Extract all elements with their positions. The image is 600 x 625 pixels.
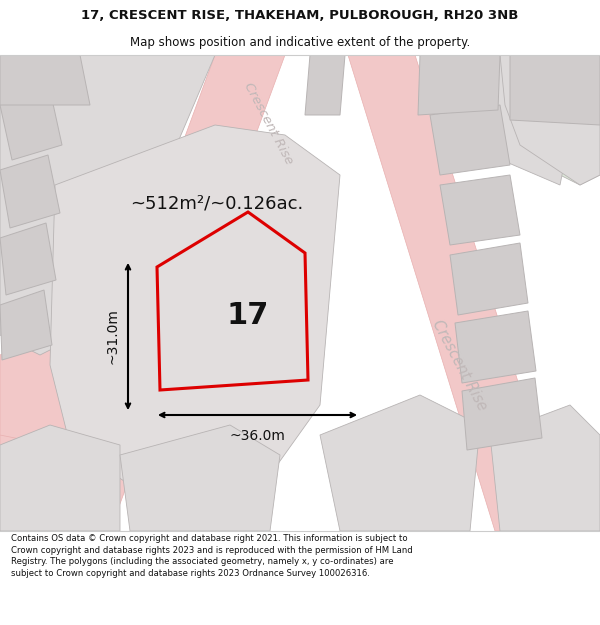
Polygon shape bbox=[462, 378, 542, 450]
Polygon shape bbox=[430, 105, 510, 175]
Polygon shape bbox=[305, 55, 345, 115]
Polygon shape bbox=[0, 223, 56, 295]
Text: Crescent Rise: Crescent Rise bbox=[241, 80, 295, 166]
Polygon shape bbox=[500, 55, 600, 185]
Polygon shape bbox=[510, 55, 600, 125]
Text: Contains OS data © Crown copyright and database right 2021. This information is : Contains OS data © Crown copyright and d… bbox=[11, 534, 413, 578]
Text: Crescent Rise: Crescent Rise bbox=[430, 317, 490, 413]
Polygon shape bbox=[0, 55, 90, 105]
Polygon shape bbox=[0, 290, 52, 360]
Polygon shape bbox=[50, 125, 340, 485]
Polygon shape bbox=[450, 243, 528, 315]
Text: 17: 17 bbox=[227, 301, 269, 329]
Polygon shape bbox=[490, 405, 600, 531]
Polygon shape bbox=[320, 395, 480, 531]
Text: ~31.0m: ~31.0m bbox=[106, 309, 120, 364]
Polygon shape bbox=[455, 311, 536, 383]
Polygon shape bbox=[418, 55, 500, 115]
Text: ~36.0m: ~36.0m bbox=[230, 429, 286, 443]
Polygon shape bbox=[157, 212, 308, 390]
Polygon shape bbox=[440, 175, 520, 245]
Polygon shape bbox=[348, 55, 565, 531]
Polygon shape bbox=[0, 425, 120, 531]
Polygon shape bbox=[0, 395, 80, 531]
Polygon shape bbox=[0, 55, 215, 355]
Polygon shape bbox=[0, 155, 60, 228]
Text: 17, CRESCENT RISE, THAKEHAM, PULBOROUGH, RH20 3NB: 17, CRESCENT RISE, THAKEHAM, PULBOROUGH,… bbox=[82, 9, 518, 22]
Polygon shape bbox=[40, 55, 285, 531]
Text: Map shows position and indicative extent of the property.: Map shows position and indicative extent… bbox=[130, 36, 470, 49]
Text: ~512m²/~0.126ac.: ~512m²/~0.126ac. bbox=[130, 194, 303, 212]
Polygon shape bbox=[0, 325, 100, 445]
Polygon shape bbox=[430, 55, 600, 185]
Polygon shape bbox=[120, 425, 280, 531]
Polygon shape bbox=[0, 90, 62, 160]
Polygon shape bbox=[420, 55, 570, 185]
